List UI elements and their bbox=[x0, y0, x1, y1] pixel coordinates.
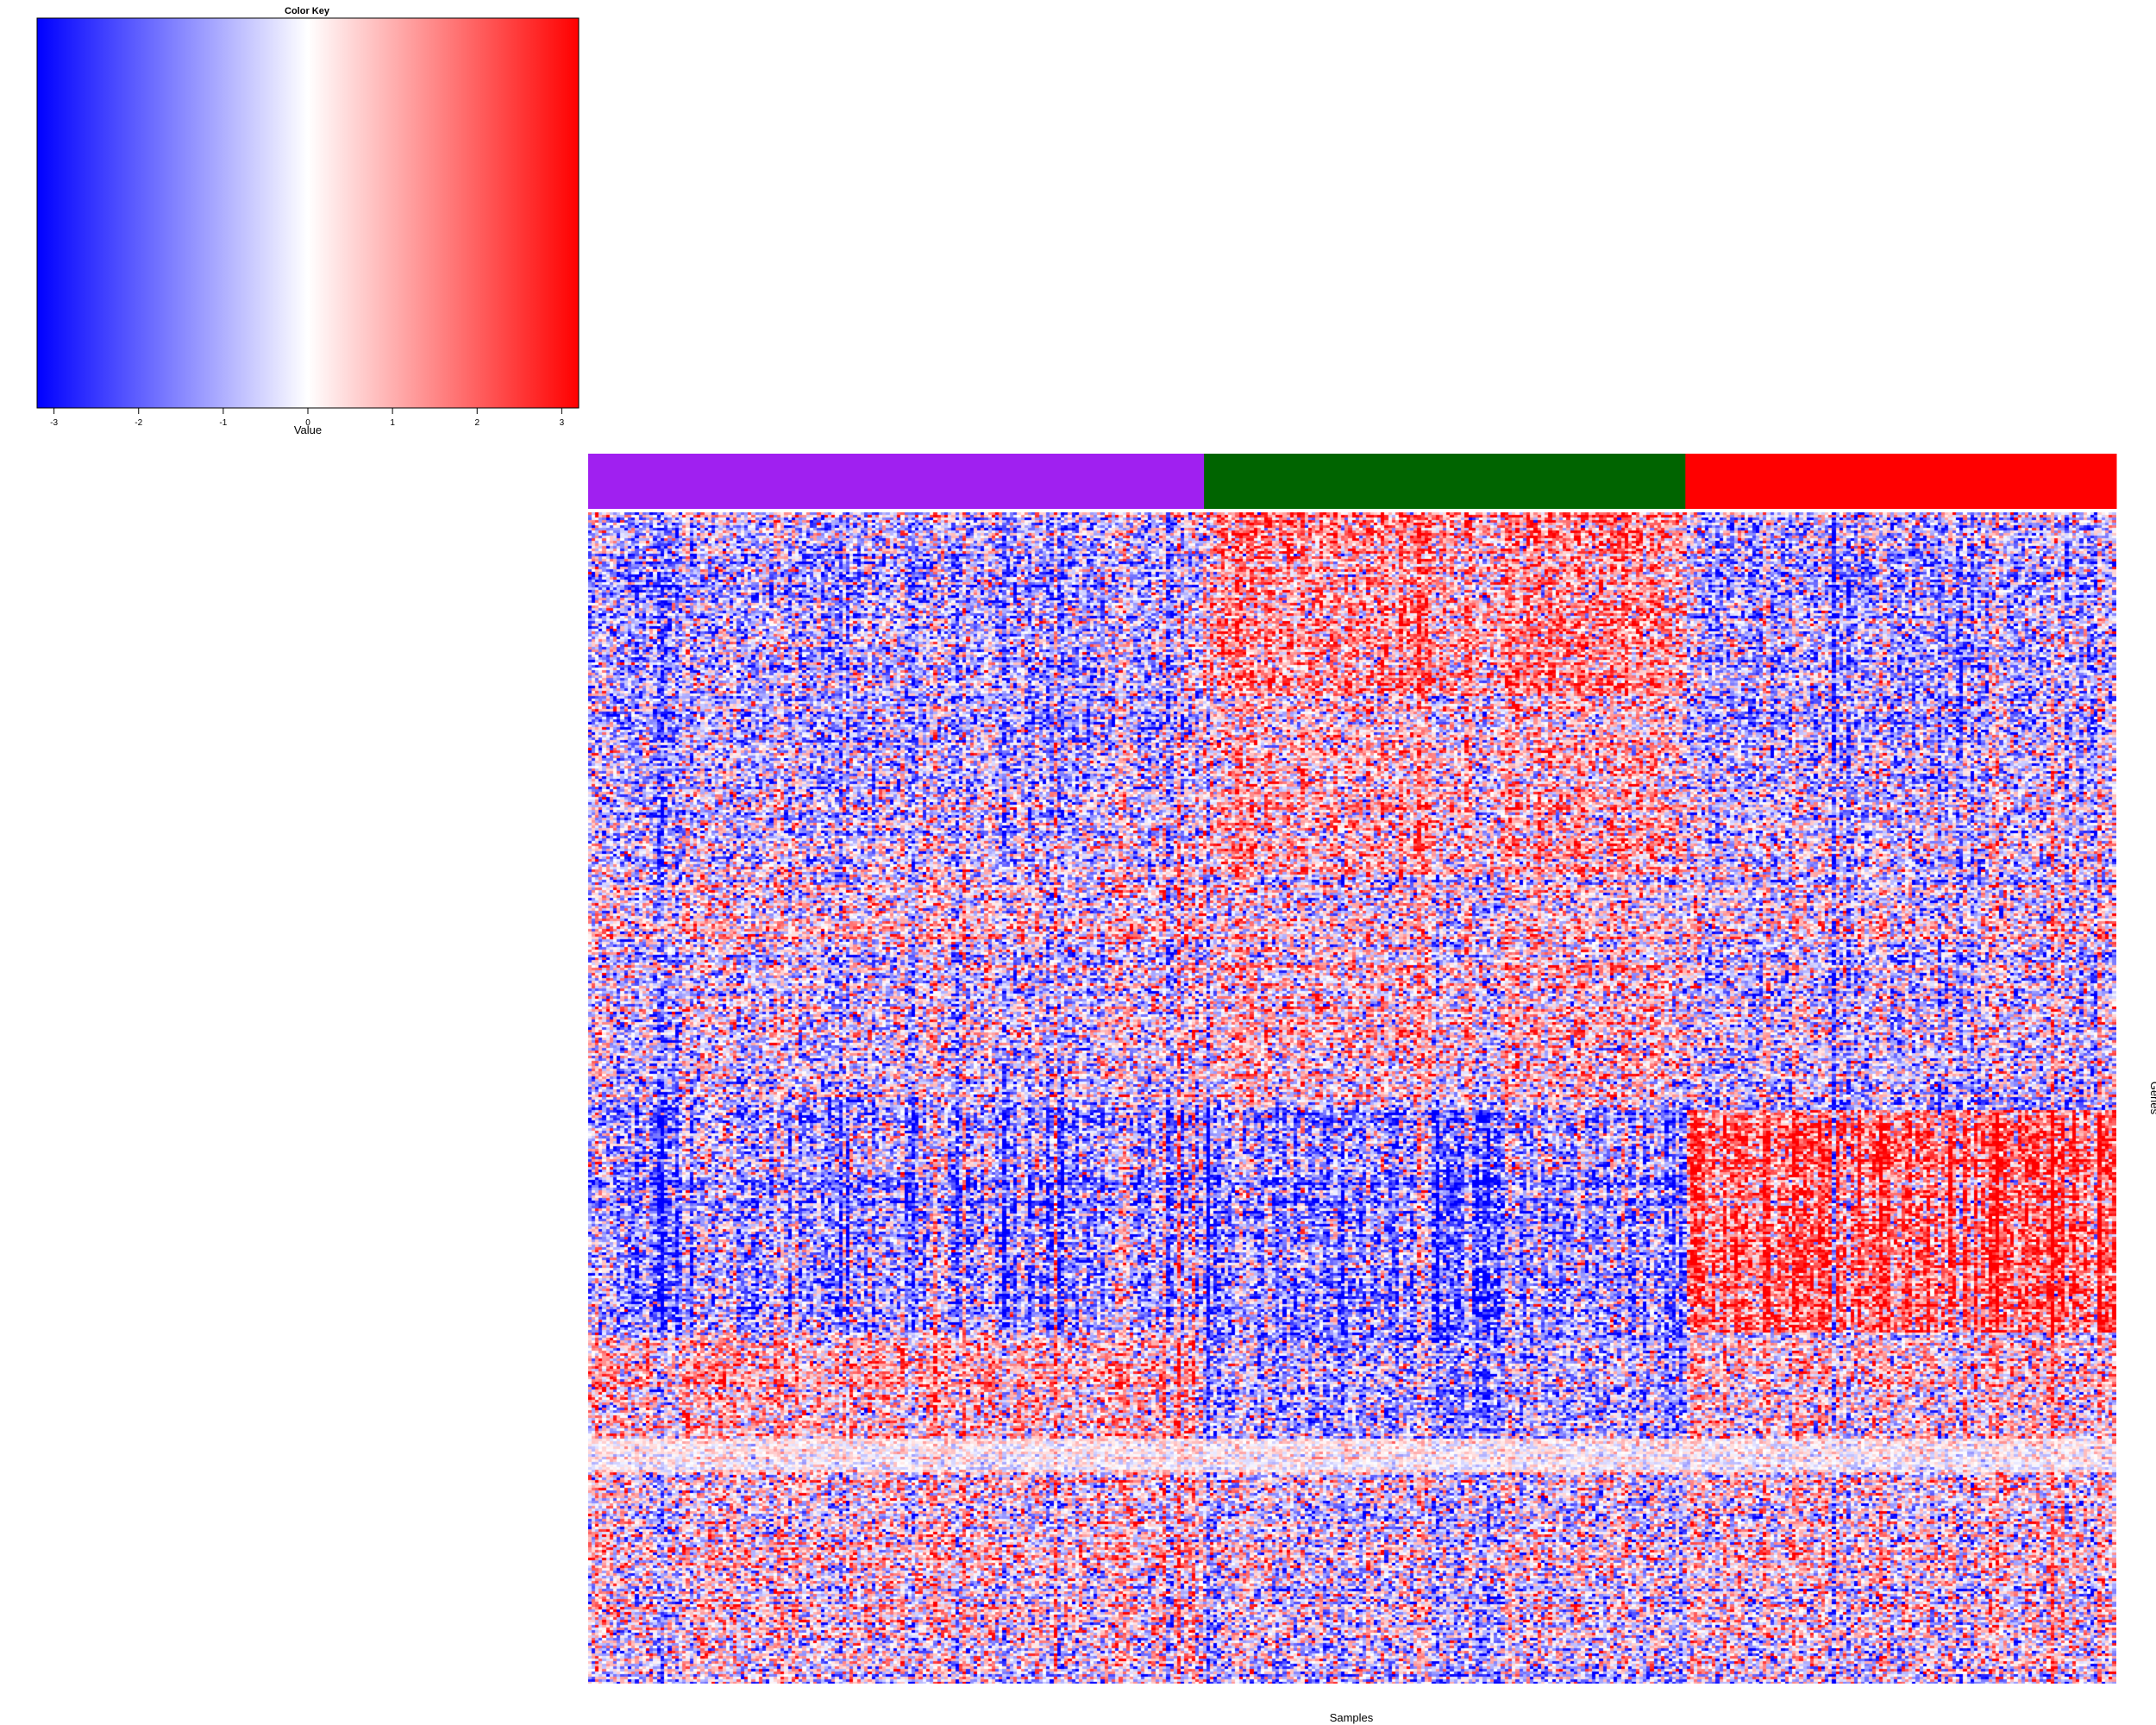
sample-group-bar-1 bbox=[588, 454, 1205, 509]
color-key-tick-label: 3 bbox=[560, 418, 565, 428]
color-key: Color Key -3 -2 -1 0 1 2 3 Value bbox=[36, 6, 580, 436]
x-axis-label: Samples bbox=[1330, 1711, 1374, 1724]
sample-group-color-bar bbox=[588, 454, 2117, 509]
y-axis-label: Genes bbox=[2148, 1082, 2156, 1115]
sample-group-bar-2 bbox=[1204, 454, 1686, 509]
color-key-tick-label: -2 bbox=[135, 418, 142, 428]
color-key-tick-label: -3 bbox=[50, 418, 58, 428]
color-key-tick-label: 1 bbox=[390, 418, 395, 428]
color-key-tick-label: 2 bbox=[474, 418, 479, 428]
color-key-ticks: -3 -2 -1 0 1 2 3 bbox=[50, 408, 565, 428]
color-key-tick-label: -1 bbox=[219, 418, 227, 428]
heatmap-body bbox=[588, 512, 2116, 1684]
color-key-gradient bbox=[36, 17, 580, 409]
color-key-xlabel: Value bbox=[294, 423, 322, 436]
color-key-title: Color Key bbox=[285, 6, 330, 16]
sample-group-bar-3 bbox=[1685, 454, 2117, 509]
color-key-tick-label: 0 bbox=[305, 418, 310, 428]
